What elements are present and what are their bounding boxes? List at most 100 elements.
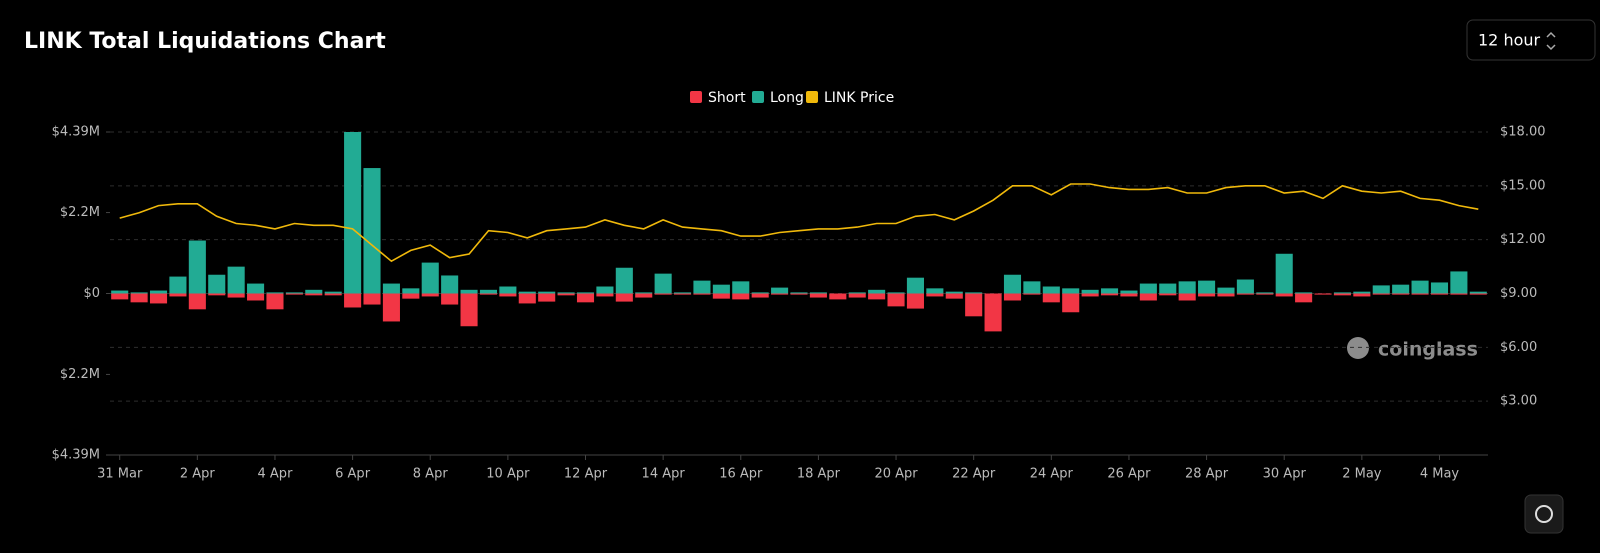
bar [751,293,769,298]
interval-label[interactable]: 12 hour [1478,31,1541,50]
bar [1469,293,1487,295]
bar [324,291,342,294]
watermark: coinglass [1347,337,1478,361]
bar [1139,293,1157,301]
bar [111,293,129,300]
bar [344,293,362,308]
bar [693,280,711,294]
legend-swatch[interactable] [690,91,702,103]
legend-label[interactable]: Long [770,90,804,106]
legend-swatch[interactable] [806,91,818,103]
bar [576,293,595,303]
y-tick-label: $4.39M [52,448,100,463]
bar [169,276,187,294]
bar [208,274,226,294]
bar [1236,293,1254,295]
bar [1430,293,1449,295]
bar [906,293,924,309]
bar [674,292,692,294]
bar [188,240,206,294]
bar [1333,293,1351,296]
bar [1159,293,1177,296]
x-tick-label: 22 Apr [952,467,996,482]
x-tick-label: 6 Apr [335,467,371,482]
bar [538,291,556,294]
bar [460,289,478,294]
bar [1062,288,1080,294]
settings-icon [1535,505,1553,523]
bar [887,293,905,307]
bar [247,293,265,301]
bar [965,293,983,317]
bar [615,267,633,294]
bar [149,293,168,304]
bar [1411,280,1429,294]
legend-label[interactable]: LINK Price [824,90,894,106]
bar [1372,285,1390,294]
bar [382,293,400,322]
y2-tick-label: $9.00 [1500,286,1537,301]
bar [732,281,750,294]
bar [1023,281,1041,294]
bar [247,283,265,294]
bar [868,293,886,300]
bar [441,275,459,294]
bar [441,293,459,305]
bar [130,292,148,294]
bar [576,292,595,294]
bar [751,292,769,294]
bar [1295,293,1313,303]
bar [499,286,517,294]
bar [654,273,672,294]
settings-button[interactable] [1524,494,1564,534]
bar [1178,281,1196,294]
bar [848,293,866,298]
bar [596,286,614,294]
x-tick-label: 12 Apr [564,467,608,482]
bar [1450,293,1468,295]
bar [712,284,730,294]
x-tick-label: 2 May [1342,467,1382,482]
bar [1295,292,1313,294]
y2-tick-label: $3.00 [1500,394,1537,409]
bar [906,277,924,294]
bar [460,293,478,327]
bar [1372,293,1390,295]
bar [771,293,789,295]
bar [1178,293,1196,301]
bar [1217,287,1235,294]
y2-tick-label: $6.00 [1500,340,1537,355]
x-tick-label: 14 Apr [642,467,686,482]
bar [1353,291,1371,294]
bar [479,289,498,294]
bar [945,291,963,294]
x-tick-label: 4 Apr [258,467,294,482]
bar [1314,293,1332,295]
bar [305,289,323,294]
bar [984,293,1002,332]
chart-title: LINK Total Liquidations Chart [24,29,386,54]
legend-swatch[interactable] [752,91,764,103]
bar [479,293,498,295]
bar [227,293,245,298]
bar [829,293,847,300]
legend-label[interactable]: Short [708,90,746,106]
bar [1003,293,1022,301]
bar [324,293,342,296]
bar [1042,293,1060,303]
x-tick-label: 28 Apr [1185,467,1229,482]
bar [266,293,284,310]
bar [654,293,672,295]
bar [285,292,303,294]
bar [1198,280,1216,294]
bar [1450,271,1468,294]
bar [1275,293,1293,297]
y-tick-label: $2.2M [60,367,100,382]
interval-select[interactable] [1466,19,1596,61]
bar [382,283,400,294]
bar [208,293,226,296]
bar [926,288,944,294]
bar [1353,293,1371,297]
bar [635,293,653,298]
bar [344,132,362,294]
